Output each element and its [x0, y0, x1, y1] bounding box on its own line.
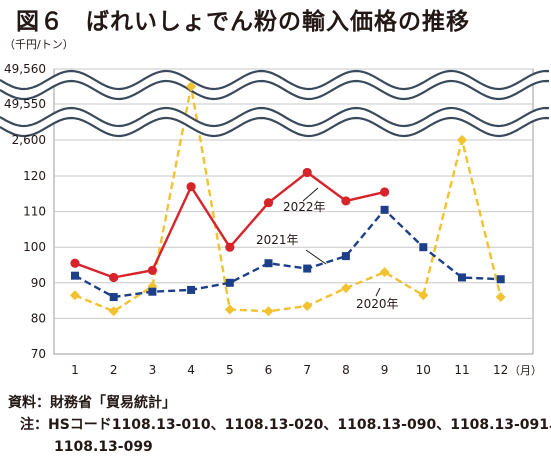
series-line-2: [74, 171, 385, 279]
point-0-12: [495, 292, 506, 303]
x-tick-label-3: 3: [149, 363, 157, 377]
point-1-1: [71, 271, 79, 280]
series-layer: [0, 69, 551, 317]
point-0-8: [340, 283, 351, 294]
point-0-7: [302, 300, 313, 311]
point-0-5: [224, 304, 235, 315]
point-0-2: [108, 306, 119, 317]
x-tick-label-8: 8: [342, 363, 350, 377]
point-0-6: [263, 306, 274, 317]
x-tick-label-5: 5: [226, 363, 234, 377]
point-2-9: [380, 187, 390, 197]
y-tick-label-broken-0: 2,600: [12, 133, 46, 147]
x-tick-label-7: 7: [303, 363, 311, 377]
y-tick-label-broken-2: 49,560: [4, 62, 46, 76]
y-tick-label-120: 120: [23, 169, 46, 183]
note-row: 注：HSコード1108.13-010、1108.13-020、1108.13-0…: [8, 414, 551, 436]
point-2-4: [186, 182, 196, 192]
x-tick-label-11: 11: [454, 363, 469, 377]
figure-number: 図６: [16, 9, 64, 35]
axis-break-lower-line-top: [0, 106, 550, 128]
point-1-6: [264, 259, 273, 268]
point-1-9: [380, 205, 389, 214]
y-tick-label-80: 80: [31, 311, 46, 325]
point-0-1: [70, 290, 80, 301]
notes: 資料：財務省「貿易統計」 注：HSコード1108.13-010、1108.13-…: [8, 392, 551, 458]
point-1-8: [341, 252, 350, 261]
point-2-8: [341, 196, 351, 206]
point-1-10: [419, 243, 428, 252]
note-row-continued: 1108.13-099: [8, 436, 551, 458]
point-1-11: [458, 273, 466, 282]
axis-break-lower-line-bottom: [0, 116, 550, 138]
x-tick-label-9: 9: [381, 363, 389, 377]
source-row: 資料：財務省「貿易統計」: [8, 392, 551, 414]
y-tick-label-broken-1: 49,550: [4, 97, 46, 111]
series-name-label-1: 2021年: [256, 233, 299, 247]
axis-break-upper-line-top: [0, 69, 550, 91]
y-tick-label-100: 100: [23, 240, 46, 254]
point-top-0-4: [186, 81, 197, 92]
x-tick-label-4: 4: [187, 363, 195, 377]
point-1-5: [225, 278, 234, 287]
x-unit-label: （月）: [509, 364, 542, 377]
point-0-10: [418, 290, 429, 301]
y-tick-label-70: 70: [31, 347, 46, 361]
figure-title: 図６ ばれいしょでん粉の輸入価格の推移: [16, 2, 470, 36]
point-top-0-11: [457, 135, 467, 145]
y-tick-label-90: 90: [31, 276, 46, 290]
x-tick-label-2: 2: [110, 363, 118, 377]
y-tick-label-110: 110: [23, 205, 46, 219]
point-2-1: [70, 258, 80, 268]
note-text-continued: 1108.13-099: [54, 439, 153, 455]
series-line-1: [74, 208, 501, 299]
series-name-label-2: 2022年: [283, 200, 326, 214]
point-2-6: [263, 198, 274, 208]
point-2-5: [225, 242, 235, 252]
note-label: 注：: [20, 417, 48, 433]
figure-title-text: ばれいしょでん粉の輸入価格の推移: [86, 9, 470, 35]
point-1-2: [109, 293, 118, 302]
series-name-label-0: 2020年: [356, 297, 399, 311]
note-text: HSコード1108.13-010、1108.13-020、1108.13-090…: [48, 417, 551, 433]
x-tick-label-1: 1: [71, 363, 79, 377]
point-1-7: [303, 264, 312, 273]
x-tick-label-10: 10: [416, 363, 431, 377]
x-tick-label-12: 12: [493, 363, 508, 377]
point-0-9: [379, 267, 390, 278]
axes-layer: [53, 68, 534, 355]
point-1-3: [148, 287, 157, 296]
point-2-2: [109, 272, 119, 283]
y-unit-label: （千円/トン）: [4, 38, 74, 51]
series-leader-1: [305, 249, 327, 265]
point-2-3: [147, 265, 157, 275]
series-leader-0: [375, 287, 381, 297]
x-tick-label-6: 6: [265, 363, 273, 377]
series-line-0: [74, 85, 502, 313]
axis-break-upper-line-bottom: [0, 79, 550, 101]
source-label: 資料：: [8, 395, 50, 411]
series-leader-2: [302, 187, 319, 202]
point-2-7: [302, 167, 312, 178]
source-text: 財務省「貿易統計」: [50, 395, 176, 411]
point-1-12: [496, 275, 505, 284]
point-1-4: [187, 285, 196, 294]
